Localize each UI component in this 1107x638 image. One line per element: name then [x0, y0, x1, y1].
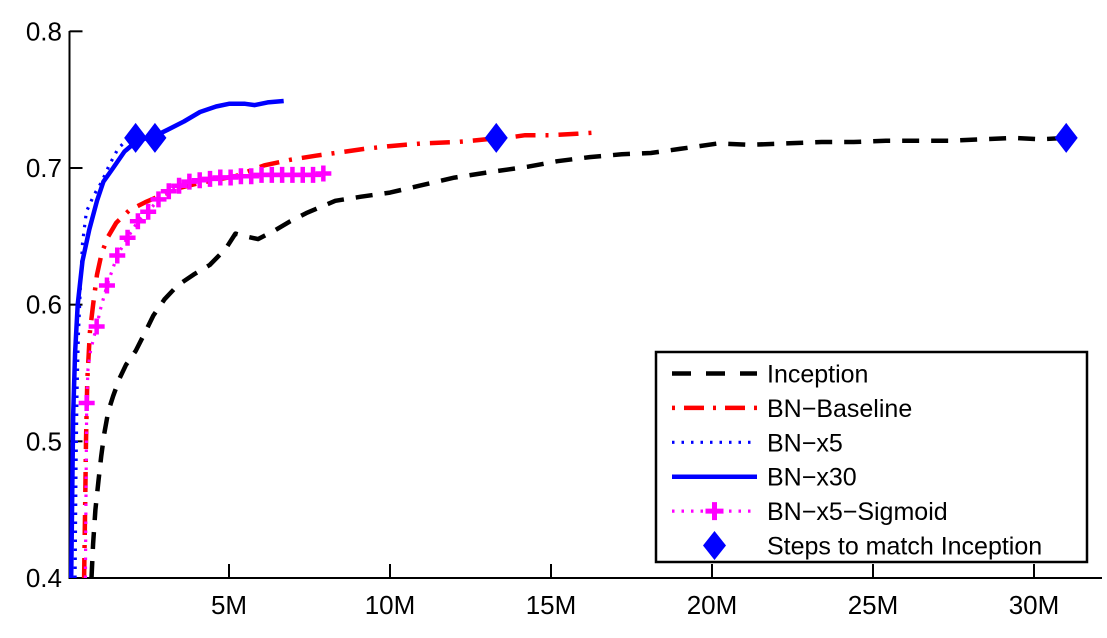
- y-tick-label: 0.5: [26, 426, 62, 456]
- x-tick-label: 30M: [1009, 590, 1060, 620]
- legend-item-steps-to-match-inception: Steps to match Inception: [703, 531, 1042, 561]
- x-tick-label: 25M: [848, 590, 899, 620]
- legend-box: [654, 350, 1089, 564]
- series-bn-x5-sigmoid-plus-marker: [98, 277, 115, 294]
- x-tick-label: 15M: [526, 590, 577, 620]
- series-steps-to-match-inception-diamond-marker: [124, 122, 148, 153]
- x-tick-label: 5M: [211, 590, 247, 620]
- series-bn-x5-sigmoid-plus-marker: [119, 229, 136, 246]
- series-bn-x5-sigmoid-plus-marker: [78, 395, 95, 412]
- legend: Inception BN−Baseline BN−x5 BN−x30 BN−x5−Sig…: [654, 350, 1089, 564]
- data-series: [68, 98, 1078, 579]
- series-inception-curve: [89, 135, 1067, 579]
- legend-plus-icon: [705, 502, 724, 521]
- series-bn-x5-sigmoid-plus-marker: [160, 183, 177, 200]
- series-steps-to-match-inception-diamond-marker: [143, 122, 167, 153]
- legend-item-bn-x30: BN−x30: [672, 464, 857, 492]
- y-tick-label: 0.8: [26, 16, 62, 46]
- y-tick-label: 0.4: [26, 563, 62, 593]
- legend-diamond-icon: [703, 531, 726, 560]
- series-bn-x5-sigmoid-plus-marker: [129, 213, 146, 230]
- x-tick-label: 20M: [687, 590, 738, 620]
- legend-label-bn-x30: BN−x30: [767, 464, 857, 492]
- legend-item-bn-baseline: BN−Baseline: [672, 395, 912, 423]
- series-bn-x5-sigmoid-plus-marker: [140, 203, 157, 220]
- legend-label-inception: Inception: [767, 361, 868, 389]
- legend-item-bn-x5: BN−x5: [672, 429, 843, 457]
- series-bn-x5-sigmoid-plus-marker: [171, 177, 188, 194]
- series-bn-x5-sigmoid-plus-marker: [109, 247, 126, 264]
- series-bn-x5-sigmoid-plus-marker: [315, 165, 332, 182]
- legend-label-bn-baseline: BN−Baseline: [767, 395, 912, 423]
- y-tick-label: 0.6: [26, 290, 62, 320]
- legend-label-steps-to-match-inception: Steps to match Inception: [767, 533, 1042, 561]
- series-steps-to-match-inception-diamond-marker: [484, 122, 508, 153]
- series-steps-to-match-inception-diamond-marker: [1054, 122, 1078, 153]
- x-tick-label: 10M: [365, 590, 416, 620]
- series-bn-x5-curve: [73, 135, 135, 579]
- legend-label-bn-x5-sigmoid: BN−x5−Sigmoid: [767, 498, 948, 526]
- legend-label-bn-x5: BN−x5: [767, 429, 843, 457]
- series-bn-x5-sigmoid-plus-marker: [150, 191, 167, 208]
- series-bn-x5-sigmoid-plus-marker: [88, 318, 105, 335]
- axes: 0.4 0.5 0.6 0.7 0.8 5M 10M 15M 20M 25M 30M: [26, 16, 1102, 620]
- legend-item-bn-x5-sigmoid: BN−x5−Sigmoid: [672, 498, 948, 526]
- y-tick-label: 0.7: [26, 153, 62, 183]
- legend-item-inception: Inception: [672, 361, 868, 389]
